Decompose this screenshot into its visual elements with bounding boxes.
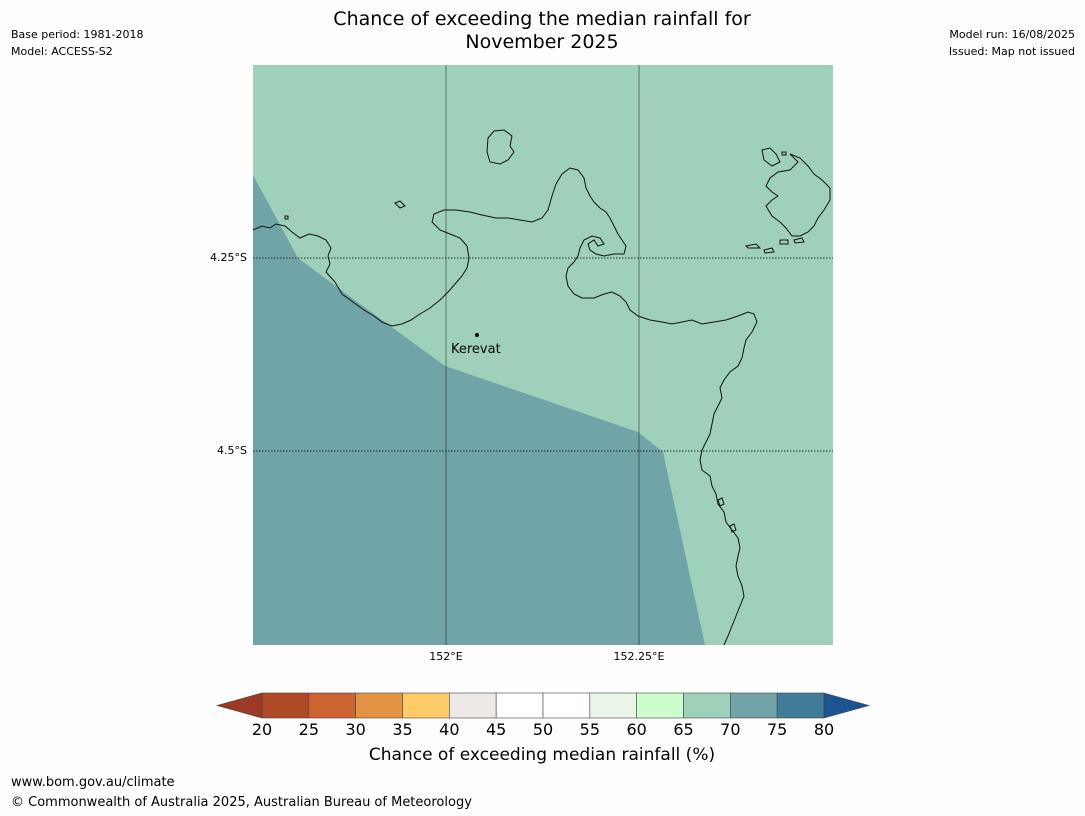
island-north bbox=[486, 129, 515, 165]
footer-url: www.bom.gov.au/climate bbox=[11, 775, 175, 790]
base-period-text: Base period: 1981-2018 bbox=[11, 28, 144, 41]
colorbar-tick-label: 80 bbox=[813, 720, 835, 739]
islands-northeast bbox=[744, 147, 831, 254]
colorbar-tick-label: 40 bbox=[439, 720, 460, 739]
colorbar-segment bbox=[730, 692, 778, 719]
lat-label-4-25: 4.25°S bbox=[210, 251, 247, 264]
colorbar-tick-label: 25 bbox=[298, 720, 320, 739]
model-text: Model: ACCESS-S2 bbox=[11, 45, 113, 58]
probability-region-70-75 bbox=[253, 175, 705, 645]
colorbar-under-arrow bbox=[215, 692, 263, 719]
colorbar-tick-label: 75 bbox=[766, 720, 788, 739]
colorbar-label: Chance of exceeding median rainfall (%) bbox=[368, 745, 716, 765]
colorbar-tick-label: 60 bbox=[626, 720, 647, 739]
colorbar-segment bbox=[402, 692, 450, 719]
coastline bbox=[252, 129, 831, 646]
colorbar-tick-label: 35 bbox=[392, 720, 413, 739]
islet-east bbox=[717, 497, 737, 533]
colorbar-segment bbox=[683, 692, 731, 719]
colorbar-segment bbox=[776, 692, 825, 719]
footer-copyright: © Commonwealth of Australia 2025, Austra… bbox=[11, 795, 472, 810]
title-line-2: November 2025 bbox=[465, 31, 619, 53]
colorbar-segment bbox=[589, 692, 637, 719]
colorbar-segment bbox=[261, 692, 310, 719]
model-run-text: Model run: 16/08/2025 bbox=[949, 28, 1075, 41]
colorbar-tick-label: 65 bbox=[673, 720, 694, 739]
title-line-1: Chance of exceeding the median rainfall … bbox=[333, 8, 751, 30]
colorbar-segment bbox=[636, 692, 684, 719]
meta-right: Model run: 16/08/2025 Issued: Map not is… bbox=[949, 26, 1075, 60]
colorbar-tick-label: 30 bbox=[345, 720, 366, 739]
colorbar-segment bbox=[449, 692, 497, 719]
colorbar-tick-label: 55 bbox=[579, 720, 601, 739]
coastline-northwest bbox=[252, 167, 758, 646]
colorbar-over-arrow bbox=[823, 692, 871, 719]
colorbar-tick-label: 20 bbox=[251, 720, 273, 739]
colorbar-segment bbox=[355, 692, 403, 719]
islet-1 bbox=[394, 200, 406, 209]
lat-label-4-5: 4.5°S bbox=[217, 444, 247, 457]
colorbar-tick-label: 70 bbox=[720, 720, 741, 739]
graticule bbox=[253, 65, 833, 645]
lon-label-152: 152°E bbox=[429, 650, 463, 663]
colorbar-segment bbox=[308, 692, 356, 719]
meta-left: Base period: 1981-2018 Model: ACCESS-S2 bbox=[11, 26, 143, 60]
colorbar bbox=[215, 692, 871, 719]
place-label-kerevat: Kerevat bbox=[451, 342, 501, 357]
kerevat-marker bbox=[475, 333, 479, 337]
colorbar-segment bbox=[495, 692, 544, 719]
lon-label-152-25: 152.25°E bbox=[613, 650, 665, 663]
islet-2 bbox=[284, 215, 289, 220]
colorbar-segment bbox=[542, 692, 591, 719]
colorbar-tick-label: 45 bbox=[485, 720, 507, 739]
map-panel bbox=[252, 65, 833, 646]
map-title: Chance of exceeding the median rainfall … bbox=[242, 8, 842, 54]
issued-text: Issued: Map not issued bbox=[948, 45, 1075, 58]
colorbar-tick-label: 50 bbox=[532, 720, 554, 739]
